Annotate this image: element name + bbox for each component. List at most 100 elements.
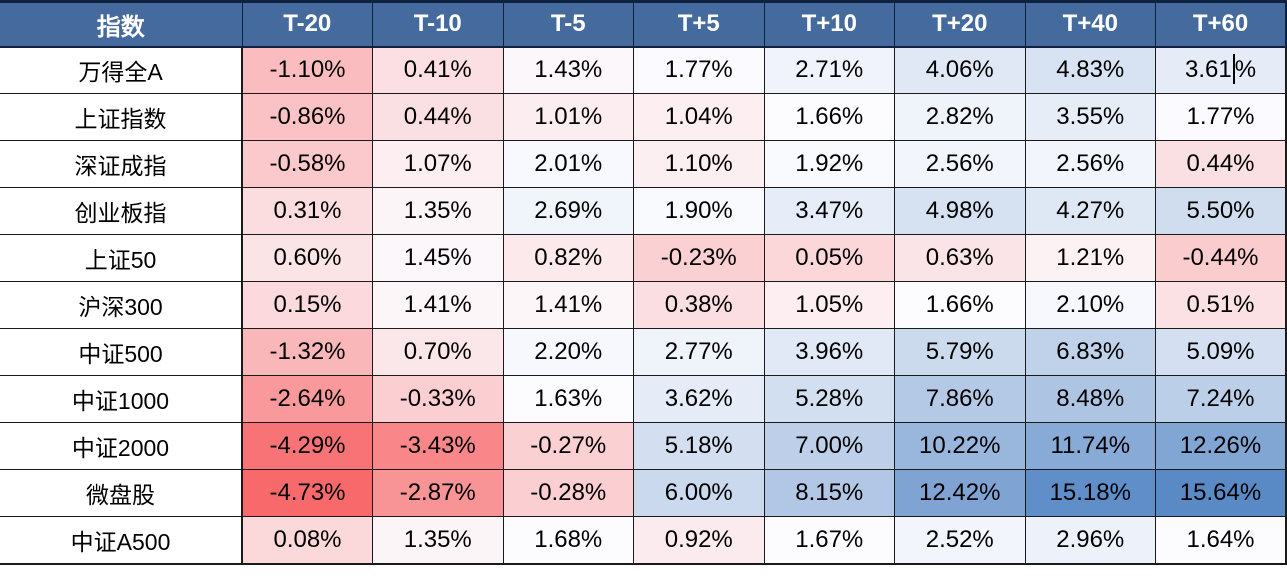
value-cell[interactable]: 7.00% [763, 422, 895, 470]
value-cell[interactable]: -3.43% [372, 422, 504, 470]
value-cell[interactable]: -2.87% [372, 469, 504, 517]
value-cell[interactable]: 1.01% [502, 93, 634, 141]
value-cell[interactable]: 1.66% [894, 281, 1026, 329]
value-cell[interactable]: -4.29% [241, 422, 373, 470]
value-cell[interactable]: 2.77% [633, 328, 765, 376]
value-cell[interactable]: 7.86% [894, 375, 1026, 423]
value-cell[interactable]: 4.06% [894, 46, 1026, 94]
column-header-tplus60[interactable]: T+60 [1155, 0, 1287, 48]
value-cell[interactable]: -0.58% [241, 140, 373, 188]
value-cell[interactable]: 1.64% [1155, 516, 1287, 565]
value-cell[interactable]: 12.42% [894, 469, 1026, 517]
value-cell[interactable]: 2.56% [1024, 140, 1156, 188]
value-cell[interactable]: 1.41% [372, 281, 504, 329]
value-cell[interactable]: 0.51% [1155, 281, 1287, 329]
value-cell[interactable]: 1.90% [633, 187, 765, 235]
row-label[interactable]: 深证成指 [0, 140, 243, 188]
value-cell[interactable]: 1.45% [372, 234, 504, 282]
row-label[interactable]: 中证500 [0, 328, 243, 376]
value-cell[interactable]: 0.82% [502, 234, 634, 282]
value-cell[interactable]: 15.18% [1024, 469, 1156, 517]
value-cell[interactable]: 3.55% [1024, 93, 1156, 141]
value-cell[interactable]: 2.10% [1024, 281, 1156, 329]
value-cell[interactable]: 3.96% [763, 328, 895, 376]
value-cell[interactable]: -1.10% [241, 46, 373, 94]
value-cell[interactable]: 0.63% [894, 234, 1026, 282]
value-cell[interactable]: -0.86% [241, 93, 373, 141]
value-cell[interactable]: 1.21% [1024, 234, 1156, 282]
value-cell[interactable]: 1.77% [633, 46, 765, 94]
value-cell[interactable]: 1.05% [763, 281, 895, 329]
value-cell[interactable]: 5.09% [1155, 328, 1287, 376]
value-cell[interactable]: 12.26% [1155, 422, 1287, 470]
value-cell[interactable]: 8.48% [1024, 375, 1156, 423]
value-cell[interactable]: 4.98% [894, 187, 1026, 235]
value-cell[interactable]: 2.71% [763, 46, 895, 94]
value-cell[interactable]: 2.69% [502, 187, 634, 235]
value-cell[interactable]: -0.28% [502, 469, 634, 517]
row-label[interactable]: 创业板指 [0, 187, 243, 235]
column-header-tminus20[interactable]: T-20 [241, 0, 373, 48]
value-cell[interactable]: 11.74% [1024, 422, 1156, 470]
value-cell[interactable]: 6.83% [1024, 328, 1156, 376]
value-cell[interactable]: 5.18% [633, 422, 765, 470]
row-label[interactable]: 微盘股 [0, 469, 243, 517]
value-cell[interactable]: 2.56% [894, 140, 1026, 188]
column-header-tplus5[interactable]: T+5 [633, 0, 765, 48]
value-cell[interactable]: 0.31% [241, 187, 373, 235]
column-header-tplus20[interactable]: T+20 [894, 0, 1026, 48]
column-header-tminus10[interactable]: T-10 [372, 0, 504, 48]
value-cell[interactable]: 1.04% [633, 93, 765, 141]
value-cell[interactable]: 5.79% [894, 328, 1026, 376]
value-cell[interactable]: 0.38% [633, 281, 765, 329]
value-cell[interactable]: 2.52% [894, 516, 1026, 565]
value-cell[interactable]: 2.96% [1024, 516, 1156, 565]
value-cell[interactable]: 1.66% [763, 93, 895, 141]
value-cell[interactable]: 1.07% [372, 140, 504, 188]
value-cell[interactable]: 4.27% [1024, 187, 1156, 235]
value-cell[interactable]: -2.64% [241, 375, 373, 423]
column-header-tplus40[interactable]: T+40 [1024, 0, 1156, 48]
value-cell[interactable]: 6.00% [633, 469, 765, 517]
value-cell[interactable]: 1.41% [502, 281, 634, 329]
column-header-tminus5[interactable]: T-5 [502, 0, 634, 48]
value-cell[interactable]: 5.50% [1155, 187, 1287, 235]
row-label[interactable]: 上证指数 [0, 93, 243, 141]
row-label[interactable]: 中证2000 [0, 422, 243, 470]
value-cell[interactable]: 0.70% [372, 328, 504, 376]
value-cell[interactable]: 0.44% [372, 93, 504, 141]
value-cell[interactable]: -0.23% [633, 234, 765, 282]
value-cell[interactable]: 0.05% [763, 234, 895, 282]
value-cell[interactable]: 1.92% [763, 140, 895, 188]
value-cell[interactable]: -0.27% [502, 422, 634, 470]
value-cell[interactable]: 15.64% [1155, 469, 1287, 517]
value-cell[interactable]: 5.28% [763, 375, 895, 423]
value-cell[interactable]: 1.43% [502, 46, 634, 94]
value-cell[interactable]: 2.01% [502, 140, 634, 188]
value-cell[interactable]: 3.62% [633, 375, 765, 423]
index-column-header[interactable]: 指数 [0, 0, 243, 48]
value-cell[interactable]: 1.35% [372, 516, 504, 565]
value-cell[interactable]: 0.08% [241, 516, 373, 565]
value-cell[interactable]: 1.35% [372, 187, 504, 235]
value-cell[interactable]: -1.32% [241, 328, 373, 376]
value-cell[interactable]: 0.60% [241, 234, 373, 282]
value-cell[interactable]: 4.83% [1024, 46, 1156, 94]
value-cell[interactable]: 2.82% [894, 93, 1026, 141]
value-cell[interactable]: 1.10% [633, 140, 765, 188]
value-cell[interactable]: 2.20% [502, 328, 634, 376]
value-cell[interactable]: 0.44% [1155, 140, 1287, 188]
value-cell[interactable]: 3.47% [763, 187, 895, 235]
row-label[interactable]: 上证50 [0, 234, 243, 282]
row-label[interactable]: 中证1000 [0, 375, 243, 423]
value-cell[interactable]: 10.22% [894, 422, 1026, 470]
value-cell[interactable]: 0.41% [372, 46, 504, 94]
value-cell[interactable]: 0.92% [633, 516, 765, 565]
value-cell[interactable]: 1.63% [502, 375, 634, 423]
value-cell[interactable]: 1.77% [1155, 93, 1287, 141]
value-cell[interactable]: -0.33% [372, 375, 504, 423]
row-label[interactable]: 沪深300 [0, 281, 243, 329]
value-cell[interactable]: 8.15% [763, 469, 895, 517]
column-header-tplus10[interactable]: T+10 [763, 0, 895, 48]
value-cell[interactable]: -0.44% [1155, 234, 1287, 282]
